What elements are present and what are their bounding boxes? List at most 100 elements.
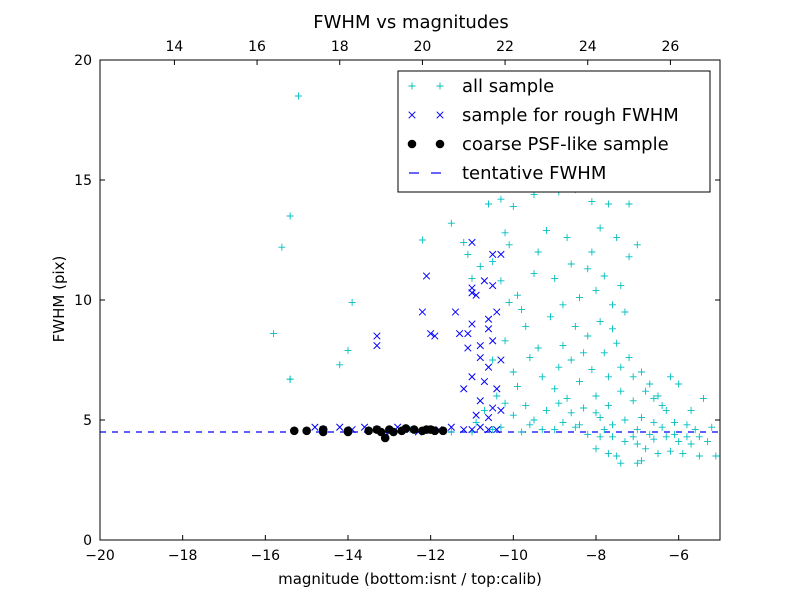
point-all-sample [559,301,567,309]
top-x-tick-label: 24 [579,39,597,55]
point-all-sample [588,366,596,374]
point-all-sample [551,385,559,393]
point-all-sample [604,450,612,458]
point-all-sample [613,234,621,242]
point-sample-for-rough-fwhm [493,425,501,434]
point-all-sample [559,342,567,350]
x-tick-label: −16 [251,548,281,564]
point-all-sample [596,414,604,422]
point-sample-for-rough-fwhm [464,329,472,338]
point-all-sample [642,387,650,395]
point-all-sample [695,433,703,441]
point-all-sample [691,426,699,434]
point-all-sample [617,363,625,371]
point-all-sample [604,373,612,381]
chart-title: FWHM vs magnitudes [313,12,508,33]
point-all-sample [575,378,583,386]
point-sample-for-rough-fwhm [480,277,489,285]
legend-label-sample-for-rough-fwhm: sample for rough FWHM [462,105,679,126]
point-coarse-psf-like-sample [302,426,311,436]
point-all-sample [609,301,617,309]
point-all-sample [592,445,600,453]
point-all-sample [580,404,588,412]
point-sample-for-rough-fwhm [472,291,480,299]
point-all-sample [654,450,662,458]
point-all-sample [526,421,534,429]
series-all-sample [270,92,720,467]
point-all-sample [679,450,687,458]
point-sample-for-rough-fwhm [480,377,489,386]
point-all-sample [460,238,468,246]
point-all-sample [580,349,588,357]
point-sample-for-rough-fwhm [476,353,484,362]
point-coarse-psf-like-sample [438,426,448,436]
point-all-sample [464,250,472,258]
point-all-sample [633,440,641,448]
point-all-sample [642,445,650,453]
point-all-sample [551,426,559,434]
point-coarse-psf-like-sample [318,425,328,434]
point-sample-for-rough-fwhm [431,332,439,340]
point-sample-for-rough-fwhm [484,425,493,434]
point-all-sample [708,423,716,431]
y-tick-label: 20 [74,53,92,69]
top-x-tick-label: 20 [413,39,431,55]
point-all-sample [575,421,583,429]
point-coarse-psf-like-sample [430,426,440,436]
point-all-sample [286,212,294,220]
point-sample-for-rough-fwhm [484,413,493,422]
top-x-tick-label: 18 [331,39,349,55]
point-all-sample [348,298,356,306]
point-sample-for-rough-fwhm [468,289,476,297]
point-all-sample [658,402,666,410]
point-all-sample [662,433,670,441]
point-all-sample [286,375,294,383]
point-coarse-psf-like-sample [343,427,353,437]
point-all-sample [344,346,352,354]
point-sample-for-rough-fwhm [489,250,497,259]
point-sample-for-rough-fwhm [451,308,460,316]
series-coarse-psf-like-sample [289,424,448,443]
point-sample-for-rough-fwhm [476,397,484,405]
point-all-sample [509,368,517,376]
point-sample-for-rough-fwhm [476,423,484,431]
point-all-sample [542,406,550,414]
y-tick-label: 0 [83,533,92,549]
x-tick-label: −18 [168,548,198,564]
point-all-sample [555,363,563,371]
point-coarse-psf-like-sample [364,426,373,436]
point-all-sample [675,438,683,446]
point-all-sample [592,409,600,417]
point-sample-for-rough-fwhm [460,425,468,434]
point-all-sample [501,337,509,345]
point-sample-for-rough-fwhm [489,281,497,290]
point-all-sample [621,416,629,424]
point-sample-for-rough-fwhm [497,406,505,415]
point-all-sample [534,344,542,352]
point-all-sample [666,447,674,455]
point-sample-for-rough-fwhm [455,329,464,338]
legend-label-tentative-fwhm: tentative FWHM [462,163,606,184]
point-all-sample [447,219,455,227]
point-all-sample [563,394,571,402]
legend-marker-coarse-psf-like-sample [435,139,445,149]
point-all-sample [712,452,720,460]
point-all-sample [551,274,559,282]
point-all-sample [575,294,583,302]
point-all-sample [596,433,604,441]
point-coarse-psf-like-sample [376,427,386,437]
point-all-sample [571,322,579,330]
point-sample-for-rough-fwhm [468,320,476,328]
point-all-sample [609,421,617,429]
legend-marker-sample-for-rough-fwhm [436,111,444,119]
legend-marker-sample-for-rough-fwhm [408,111,416,119]
point-all-sample [617,282,625,290]
x-tick-label: −6 [668,548,689,564]
point-all-sample [654,392,662,400]
point-coarse-psf-like-sample [380,433,390,443]
point-sample-for-rough-fwhm [460,385,468,393]
point-all-sample [609,433,617,441]
point-sample-for-rough-fwhm [476,341,484,350]
point-all-sample [505,241,513,249]
